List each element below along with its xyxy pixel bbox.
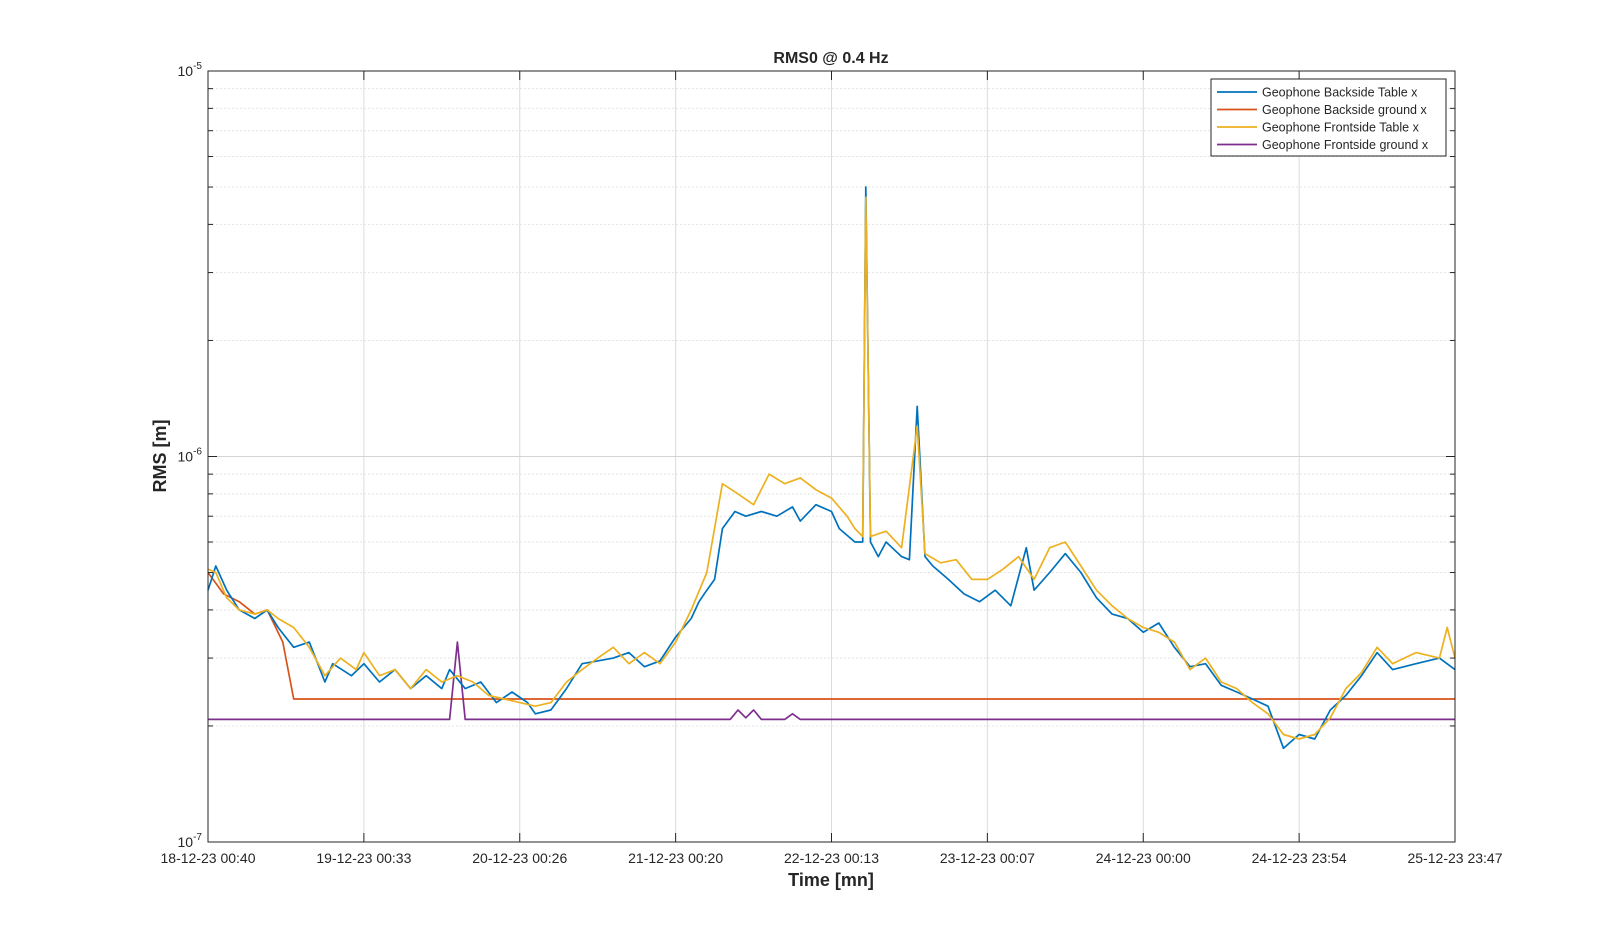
series-line-1 (207, 571, 1455, 700)
ticks: 18-12-23 00:40 19-12-23 00:33 20-12-23 00:… (161, 61, 1503, 866)
x-tick-label: 21-12-23 00:20 (628, 850, 723, 866)
series-layer (207, 186, 1456, 750)
legend-entry: Geophone Frontside Table x (1262, 121, 1420, 135)
x-tick-label: 22-12-23 00:13 (784, 850, 879, 866)
chart-title: RMS0 @ 0.4 Hz (773, 50, 888, 67)
x-tick-label: 25-12-23 23:47 (1408, 850, 1503, 866)
x-tick-label: 24-12-23 00:00 (1096, 850, 1191, 866)
series-line-3 (208, 641, 1455, 721)
legend-entry: Geophone Backside ground x (1262, 103, 1427, 117)
x-tick-label: 19-12-23 00:33 (316, 850, 411, 866)
x-tick-label: 24-12-23 23:54 (1252, 850, 1347, 866)
x-tick-label: 20-12-23 00:26 (472, 850, 567, 866)
legend-entry: Geophone Frontside ground x (1262, 138, 1429, 152)
x-tick-label: 23-12-23 00:07 (940, 850, 1035, 866)
series-line-2 (207, 196, 1456, 740)
y-tick-label: 10-6 (178, 447, 203, 465)
legend: Geophone Backside Table x Geophone Backsi… (1210, 78, 1447, 157)
y-axis-label: RMS [m] (150, 420, 170, 493)
grid (208, 71, 1455, 842)
y-tick-label: 10-5 (178, 61, 203, 79)
y-tick-label: 10-7 (178, 832, 203, 850)
x-axis-label: Time [mn] (788, 870, 874, 890)
legend-entry: Geophone Backside Table x (1262, 86, 1418, 100)
x-tick-label: 18-12-23 00:40 (161, 850, 256, 866)
